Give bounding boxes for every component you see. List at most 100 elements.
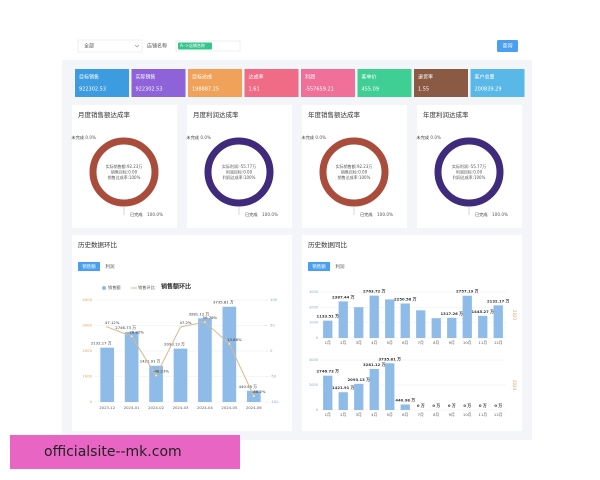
x-tick-label: 5月 xyxy=(387,412,393,417)
kpi-card xyxy=(131,69,186,97)
line-value-label: 56.76% xyxy=(203,315,218,320)
tab[interactable]: 利润 xyxy=(106,263,115,270)
bar-value-label: 0 万 xyxy=(432,403,440,408)
query-button[interactable] xyxy=(497,40,518,52)
bar xyxy=(369,295,379,338)
donut-segment xyxy=(204,137,274,207)
y-tick-label: 3000 xyxy=(309,290,318,294)
bar xyxy=(431,318,441,338)
donut-center-text: 利润达成率:100% xyxy=(453,174,486,180)
kpi-card xyxy=(75,69,129,97)
y-tick-label: 0 xyxy=(316,336,318,340)
select-value: 全部 xyxy=(84,43,94,50)
legend-label: 销售额 xyxy=(108,284,121,291)
line-point xyxy=(203,320,207,324)
x-tick-label: 3月 xyxy=(356,412,362,417)
x-tick-label: 11月 xyxy=(478,412,487,417)
kpi-card xyxy=(414,69,468,97)
line-value-label: 28.82% xyxy=(129,329,144,334)
store-tag-text: A-->店铺名称 xyxy=(180,42,205,48)
x-tick-label: 6月 xyxy=(402,340,408,345)
kpi-card xyxy=(301,69,355,97)
select-box[interactable] xyxy=(77,39,143,53)
bar-value-label: 440.98 万 xyxy=(239,384,257,389)
donut-center-text: 实际利润:-55.77万 xyxy=(452,163,486,169)
y-tick-label: 1000 xyxy=(309,321,318,325)
x-tick-label: 8月 xyxy=(433,340,439,345)
store-tag[interactable] xyxy=(178,42,212,50)
tab[interactable]: 销售额 xyxy=(82,263,96,270)
bar-value-label: 1445.27 万 xyxy=(472,309,495,314)
x-tick-label: 12月 xyxy=(494,412,503,417)
donut-segment xyxy=(434,137,504,207)
y2-tick-label: 0 xyxy=(270,348,273,353)
bar xyxy=(354,383,364,410)
kpi-value: 1.55 xyxy=(418,87,429,93)
bar xyxy=(478,315,488,338)
series-name: 2023 xyxy=(512,310,517,321)
bar-value-label: 2387.44 万 xyxy=(332,294,355,299)
x-tick-label: 10月 xyxy=(463,340,472,345)
donut-center-text: 利润目标:0.00 xyxy=(226,169,253,175)
kpi-label: 目标销售 xyxy=(79,74,99,81)
line-point xyxy=(105,325,109,329)
bar xyxy=(222,306,237,402)
x-tick-label: 12月 xyxy=(494,340,503,345)
bar-value-label: 1317.26 万 xyxy=(441,311,464,316)
donut-value-label: 0.0% xyxy=(200,135,211,140)
bar-value-label: 2132.17 万 xyxy=(91,341,112,346)
x-tick-label: 9月 xyxy=(449,412,455,417)
x-tick-label: 2024-03 xyxy=(173,405,189,410)
panel xyxy=(72,105,177,228)
bar xyxy=(338,301,348,338)
donut-value-label: 0.0% xyxy=(430,135,441,140)
x-tick-label: 7月 xyxy=(418,340,424,345)
panel-title: 历史数据同比 xyxy=(308,240,348,249)
kpi-value: 200839.29 xyxy=(475,87,502,93)
donut-category: 已完成 xyxy=(130,211,143,218)
bar xyxy=(369,368,379,410)
kpi-label: 达成率 xyxy=(249,74,264,81)
donut-center-text: 实际销售额:92.23万 xyxy=(106,163,143,169)
kpi-value: 922302.53 xyxy=(79,87,106,93)
x-tick-label: 6月 xyxy=(402,412,408,417)
tab[interactable]: 利润 xyxy=(336,263,345,270)
donut-value-label: 100.0% xyxy=(492,212,508,217)
bar-value-label: 2132.17 万 xyxy=(487,298,510,303)
kpi-label: 目标达成 xyxy=(192,74,212,81)
query-button-text: 查询 xyxy=(502,43,512,50)
line-point xyxy=(228,342,231,346)
y2-tick-label: -50 xyxy=(270,374,277,379)
bar-value-label: 2757.19 万 xyxy=(456,289,479,294)
donut-value-label: 100.0% xyxy=(377,212,393,217)
tab-active[interactable] xyxy=(308,262,330,271)
bar xyxy=(354,307,364,338)
x-tick-label: 9月 xyxy=(449,340,455,345)
y-tick-label: 3000 xyxy=(82,323,92,328)
bar-value-label: 3735.81 万 xyxy=(213,300,234,305)
bar-value-label: 440.98 万 xyxy=(395,397,415,402)
bar-value-label: 0 万 xyxy=(448,403,456,408)
kpi-label: 客单价 xyxy=(362,74,377,81)
x-tick-label: 3月 xyxy=(356,340,362,345)
chart-title: 销售额环比 xyxy=(161,283,191,291)
y-tick-label: 0 xyxy=(316,408,318,412)
donut-category: 未完成 xyxy=(186,134,199,141)
bar-value-label: 1421.91 万 xyxy=(332,385,355,390)
donut-value-label: 100.0% xyxy=(262,212,278,217)
bar xyxy=(149,365,163,402)
bar-value-label: 2093.13 万 xyxy=(348,377,371,382)
tab-active[interactable] xyxy=(78,262,100,271)
donut-category: 未完成 xyxy=(71,134,84,141)
bar-value-label: 2093.13 万 xyxy=(164,342,185,347)
bar-value-label: 0 万 xyxy=(463,403,471,408)
bar xyxy=(198,318,212,402)
kpi-value: 1.61 xyxy=(249,87,260,93)
line-value-label: -48.23% xyxy=(153,369,169,374)
donut-value-label: 0.0% xyxy=(85,135,96,140)
x-tick-label: 2024-02 xyxy=(148,405,164,410)
tab[interactable]: 销售额 xyxy=(312,263,326,270)
x-tick-label: 2024-01 xyxy=(124,405,140,410)
x-tick-label: 1月 xyxy=(325,412,331,417)
